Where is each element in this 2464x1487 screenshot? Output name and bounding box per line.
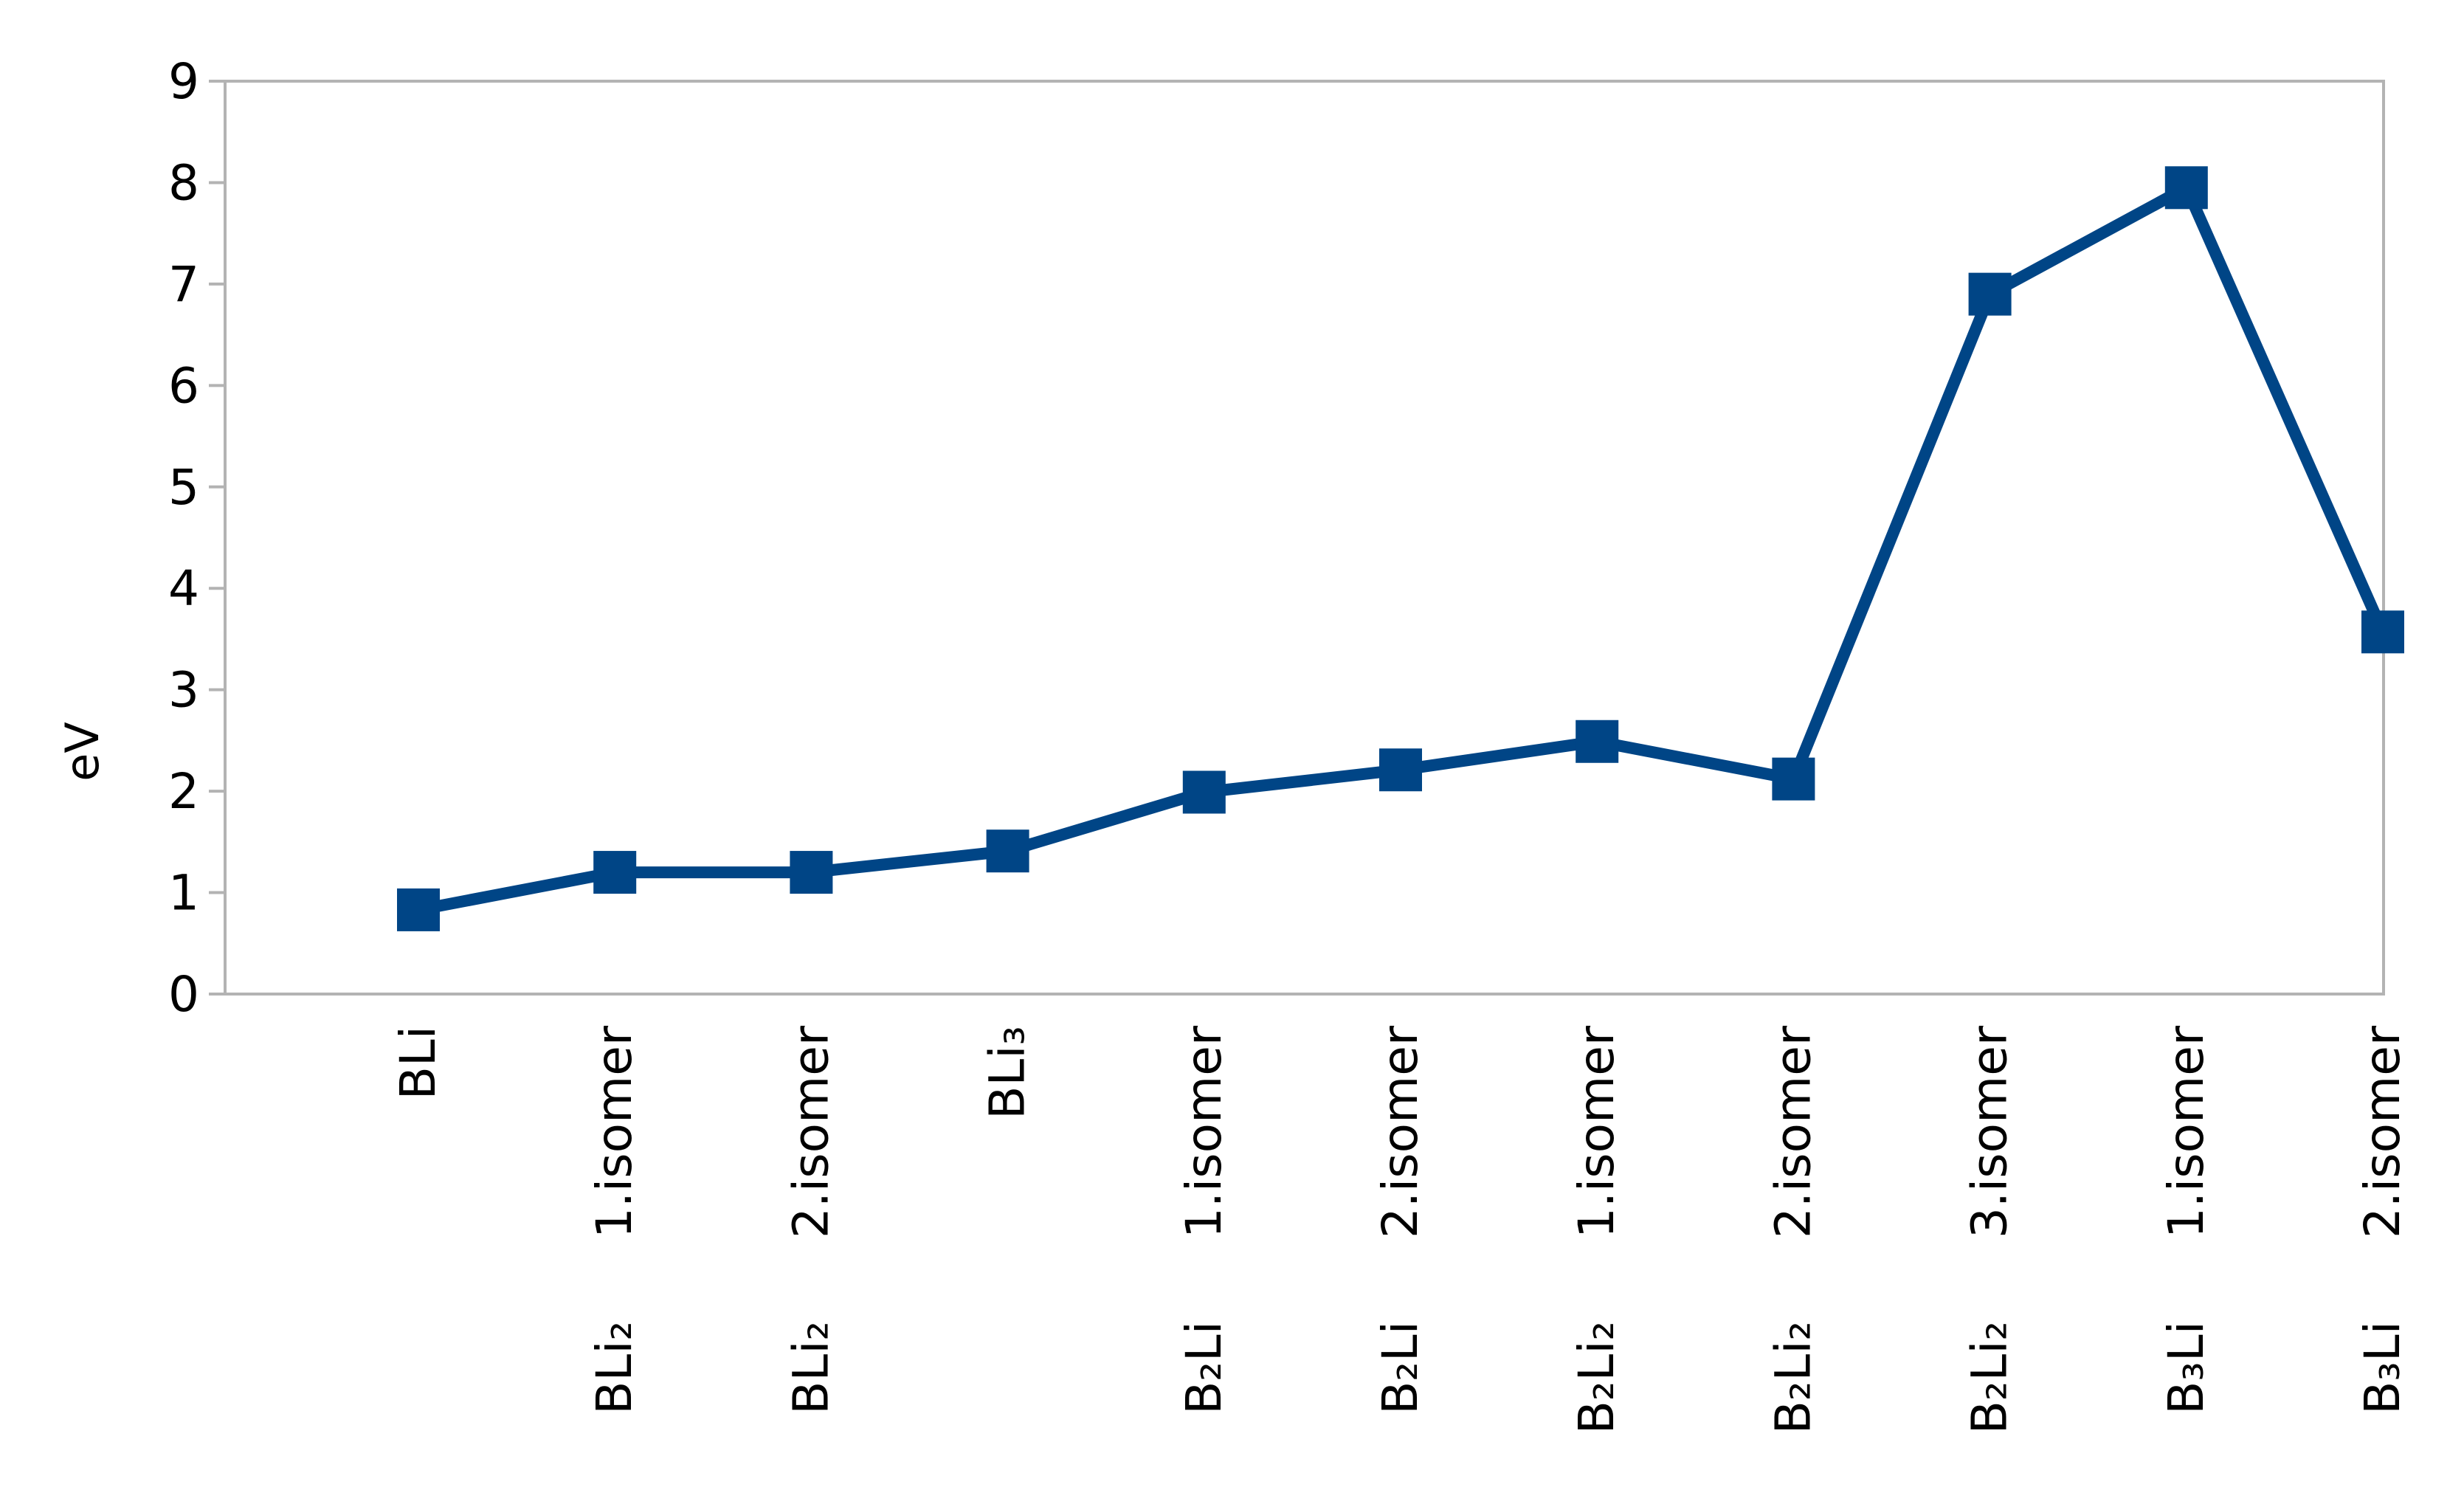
plot-area-border: [224, 80, 2385, 996]
x-category-formula-label: BLi₂: [586, 1321, 643, 1415]
x-category-isomer-label: 2.isomer: [782, 1025, 839, 1238]
y-tick-label: 6: [168, 357, 199, 414]
y-tick-label: 4: [168, 560, 199, 617]
data-point: [2361, 610, 2404, 654]
x-category-formula-label: B₂Li: [1372, 1321, 1429, 1415]
x-category-isomer-label: 1.isomer: [2158, 1025, 2215, 1238]
x-axis-category-labels: BLi 1.isomer BLi₂ 2.isomer BLi₂ BLi₃ 1.isomer B…: [390, 1025, 2411, 1434]
data-point: [986, 829, 1029, 873]
data-point: [1182, 770, 1226, 814]
y-tick-label: 9: [168, 53, 199, 110]
x-category-formula-label: B₂Li: [1176, 1321, 1232, 1415]
series-line-group: [417, 179, 2389, 916]
x-category-formula-label: B₂Li₂: [1961, 1321, 2018, 1434]
x-category-isomer-label: 3.isomer: [1961, 1025, 2018, 1238]
x-category-isomer-label: 1.isomer: [1176, 1025, 1232, 1238]
data-point: [1968, 272, 2012, 316]
y-tick-label: 3: [168, 662, 199, 719]
data-point: [790, 851, 833, 894]
y-axis-label: eV: [55, 722, 109, 782]
data-point: [397, 888, 440, 931]
y-tick-label: 1: [168, 865, 199, 922]
x-category-isomer-label: 2.isomer: [1372, 1025, 1429, 1238]
series-points-group: [397, 166, 2404, 931]
data-point: [593, 851, 637, 894]
x-category-formula-label: BLi₂: [782, 1321, 839, 1415]
y-axis-ticks: 0 1 2 3 4 5 6 7 8 9: [168, 53, 225, 1023]
data-point: [1576, 720, 1619, 763]
y-tick-label: 2: [168, 763, 199, 820]
y-tick-label: 7: [168, 256, 199, 313]
x-category-formula-label: BLi: [390, 1026, 446, 1100]
y-tick-label: 0: [168, 966, 199, 1023]
series-line: [417, 179, 2389, 916]
x-category-isomer-label: 2.isomer: [1764, 1025, 1821, 1238]
data-point: [1772, 757, 1815, 801]
x-category-formula-label: B₃Li: [2354, 1321, 2411, 1415]
x-category-isomer-label: 1.isomer: [586, 1025, 643, 1238]
data-point: [2164, 166, 2208, 210]
data-point: [1379, 748, 1422, 792]
x-category-formula-label: BLi₃: [979, 1026, 1036, 1119]
plot-frame: [224, 80, 2385, 996]
y-tick-label: 5: [168, 459, 199, 516]
x-category-isomer-label: 2.isomer: [2354, 1025, 2411, 1238]
x-category-formula-label: B₂Li₂: [1568, 1321, 1625, 1434]
x-category-formula-label: B₃Li: [2158, 1321, 2215, 1415]
y-tick-label: 8: [168, 154, 199, 211]
x-category-isomer-label: 1.isomer: [1568, 1025, 1625, 1238]
x-category-formula-label: B₂Li₂: [1764, 1321, 1821, 1434]
